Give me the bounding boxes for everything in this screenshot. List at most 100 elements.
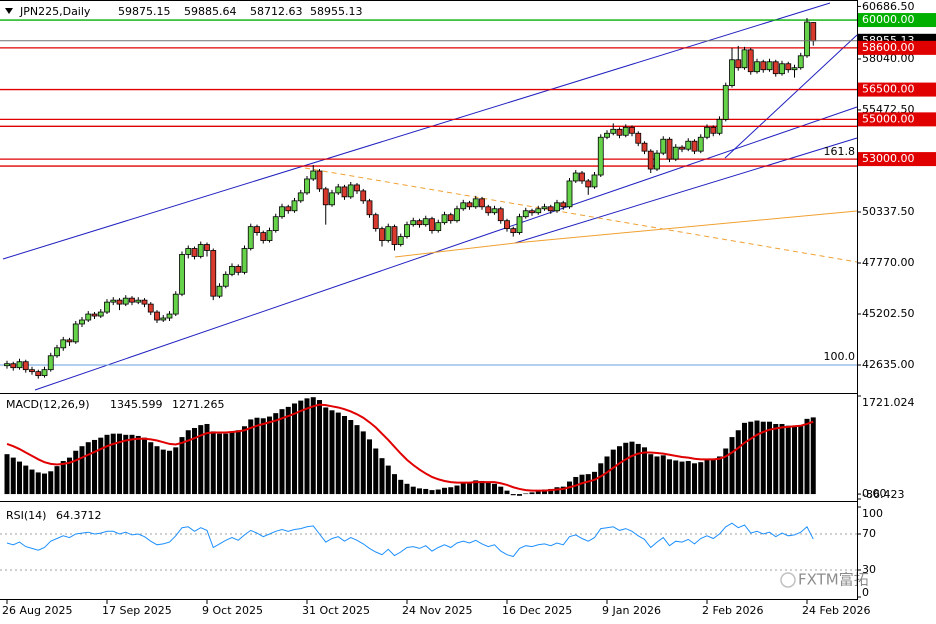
macd-bar [735,430,741,495]
macd-bar [642,447,647,495]
candle-body [385,226,392,241]
x-tick-label: 9 Jan 2026 [602,604,661,617]
candle-body [172,293,179,315]
macd-bar [17,461,22,495]
candle-body [535,208,542,214]
macd-bar [42,473,47,495]
watermark: FXTM富拓 [780,571,869,589]
candle-body [354,184,360,192]
macd-bar [435,489,441,495]
candle-body [247,226,254,249]
macd-bar [248,419,254,495]
candle-body [66,339,73,343]
candle-body [322,188,329,206]
y-tick-label: 58040.00 [862,52,915,65]
macd-bar [29,469,35,495]
candle-body [447,214,454,222]
macd-bar [635,443,641,495]
macd-bar [548,488,554,495]
collapse-icon[interactable] [5,8,13,14]
trend-line [514,210,858,244]
macd-bar [473,480,479,495]
candle-body [97,311,104,317]
candle-body [441,214,448,224]
macd-bar [148,442,154,495]
macd-bar [779,423,785,495]
candle-body [529,210,535,214]
macd-bar [79,446,85,495]
candle-body [722,85,729,120]
level-label-box [858,82,936,97]
macd-bar [454,485,460,495]
macd-bar [673,460,679,495]
candle-body [110,299,117,303]
fib-annotation: 161.8 [824,145,856,158]
candle-body [597,136,604,176]
candle-body [504,220,510,230]
macd-bar [342,416,347,495]
macd-bar [304,398,310,495]
macd-bar [785,425,791,495]
macd-bar [348,419,354,495]
candle-body [222,273,229,287]
watermark-icon [780,572,796,588]
candle-body [647,150,654,170]
candle-body [185,248,192,255]
candle-body [279,206,285,218]
macd-bar [610,449,616,495]
candle-body [4,363,10,367]
macd-bar [798,425,804,495]
candle-body [47,355,54,371]
macd-bar [554,487,560,495]
channel-line [2,2,831,260]
candle-body [204,244,210,251]
candle-body [266,230,273,241]
macd-bar [10,457,16,495]
macd-bar [460,483,466,495]
macd-bar [523,493,529,495]
macd-bar [123,434,129,495]
macd-bar [810,417,816,495]
macd-bar [667,459,672,495]
macd-bar [135,435,141,495]
candle-body [116,299,123,305]
candle-body [254,226,260,234]
macd-bar [160,449,166,495]
macd-bar [748,421,754,495]
candle-body [79,319,85,325]
indicator-value: 1345.599 [110,398,163,411]
signal-line [6,403,814,492]
macd-bar [560,486,566,495]
candle-body [285,206,292,212]
ohlc-value: 58712.63 [250,5,303,18]
candle-body [379,228,385,241]
macd-bar [504,490,510,495]
candle-body [697,136,704,152]
macd-bar [35,472,41,495]
candle-body [41,369,48,377]
candle-body [335,186,342,194]
macd-bar [654,456,660,495]
candle-body [579,172,585,182]
candle-body [416,220,423,226]
candle-body [91,313,98,317]
macd-bar [323,407,329,495]
candle-body [154,311,160,321]
candle-body [260,232,267,241]
candle-body [510,228,517,234]
x-tick-label: 17 Sep 2025 [102,604,172,617]
macd-bar [398,479,404,495]
macd-bar [498,486,504,495]
candle-body [310,170,317,180]
macd-bar [404,483,410,495]
candle-body [729,59,735,86]
level-label: 55000.00 [862,112,915,125]
candle-body [666,138,673,160]
macd-bar [173,447,179,495]
macd-bar [517,494,522,496]
candle-body [572,172,579,182]
macd-bar [679,461,685,495]
candle-body [766,61,773,71]
macd-bar [648,454,654,495]
level-label: 53000.00 [862,152,915,165]
